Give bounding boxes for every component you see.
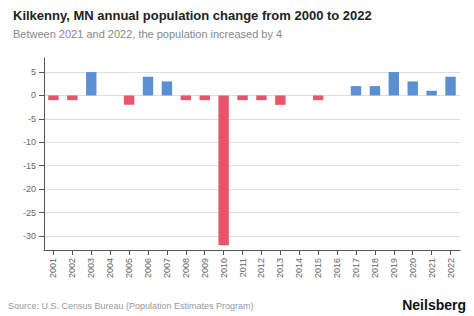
svg-text:-10: -10: [23, 137, 36, 147]
svg-text:2015: 2015: [313, 258, 323, 278]
svg-text:2016: 2016: [332, 258, 342, 278]
svg-text:2008: 2008: [181, 258, 191, 278]
svg-text:-15: -15: [23, 161, 36, 171]
svg-text:0: 0: [31, 90, 36, 100]
svg-text:2003: 2003: [86, 258, 96, 278]
svg-text:2005: 2005: [124, 258, 134, 278]
svg-text:2009: 2009: [200, 258, 210, 278]
svg-text:2010: 2010: [219, 258, 229, 278]
svg-text:2004: 2004: [105, 258, 115, 278]
svg-text:-30: -30: [23, 231, 36, 241]
svg-text:Neilsberg: Neilsberg: [402, 297, 466, 313]
svg-text:-25: -25: [23, 208, 36, 218]
svg-text:-5: -5: [28, 114, 36, 124]
svg-text:2011: 2011: [238, 258, 248, 277]
svg-text:Source: U.S. Census Bureau (Po: Source: U.S. Census Bureau (Population E…: [8, 301, 254, 311]
svg-text:-20: -20: [23, 184, 36, 194]
svg-text:2021: 2021: [427, 258, 437, 278]
svg-text:2014: 2014: [294, 258, 304, 278]
svg-text:2012: 2012: [256, 258, 266, 278]
svg-text:2019: 2019: [389, 258, 399, 278]
svg-text:2020: 2020: [408, 258, 418, 278]
svg-text:2013: 2013: [275, 258, 285, 278]
svg-text:2006: 2006: [143, 258, 153, 278]
svg-text:2007: 2007: [162, 258, 172, 278]
svg-text:2018: 2018: [370, 258, 380, 278]
svg-text:2022: 2022: [446, 258, 456, 278]
svg-text:2017: 2017: [351, 258, 361, 278]
svg-text:Between 2021 and 2022, the pop: Between 2021 and 2022, the population in…: [13, 28, 282, 40]
svg-text:2001: 2001: [48, 258, 58, 278]
svg-text:5: 5: [31, 67, 36, 77]
svg-text:2002: 2002: [67, 258, 77, 278]
svg-text:Kilkenny, MN annual population: Kilkenny, MN annual population change fr…: [13, 8, 372, 23]
